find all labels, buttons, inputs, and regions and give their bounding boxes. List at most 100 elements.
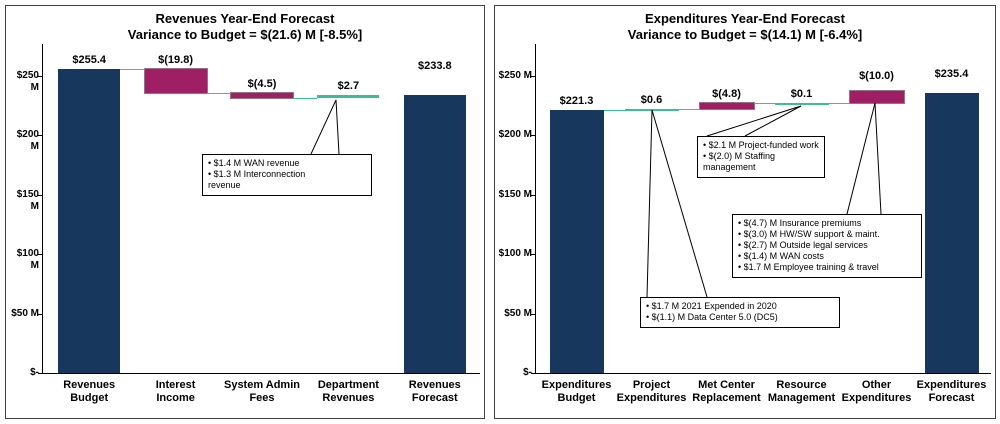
revenues-chart-subtitle: Variance to Budget = $(21.6) M [-8.5%] bbox=[127, 27, 363, 42]
callout-line: • $(1.1) M Data Center 5.0 (DC5) bbox=[646, 312, 778, 322]
bar-met-center-replacement bbox=[698, 102, 755, 110]
category-label: Interest bbox=[155, 379, 196, 391]
y-tick-mark bbox=[38, 313, 42, 315]
bar-revenues-forecast bbox=[403, 94, 466, 373]
callout-line: • $(1.4) M WAN costs bbox=[738, 251, 824, 261]
callout-line: • $1.7 M Employee training & travel bbox=[738, 262, 879, 272]
bar-value-label: $221.3 bbox=[559, 94, 594, 107]
y-tick-mark bbox=[38, 135, 42, 136]
category-label: System Admin bbox=[223, 379, 300, 391]
waterfall-connector bbox=[828, 103, 850, 105]
bar-project-expenditures bbox=[624, 108, 679, 111]
category-label: Forecast bbox=[928, 392, 975, 404]
y-tick-label: $- bbox=[30, 367, 39, 378]
y-tick-mark bbox=[531, 75, 535, 77]
y-tick-mark bbox=[38, 373, 42, 374]
category-label: Budget bbox=[557, 392, 596, 404]
category-label: Revenues bbox=[63, 379, 116, 391]
revenues-chart-title: Revenues Year-End Forecast bbox=[155, 11, 335, 26]
x-axis-line bbox=[42, 373, 480, 374]
category-label: Forecast bbox=[411, 392, 458, 404]
y-axis-line bbox=[42, 44, 43, 373]
y-tick-label: $250 M bbox=[16, 69, 39, 93]
y-tick-mark bbox=[38, 194, 42, 196]
y-tick-mark bbox=[531, 254, 535, 255]
bar-value-label: $2.7 bbox=[337, 79, 360, 92]
bar-resource-management bbox=[774, 103, 829, 106]
category-label: Other bbox=[861, 379, 892, 391]
y-axis-line bbox=[535, 44, 536, 373]
y-tick-mark bbox=[38, 254, 42, 255]
callout-project-expenditures-detail: • $1.7 M 2021 Expended in 2020 • $(1.1) M… bbox=[640, 297, 840, 328]
bar-value-label: $(10.0) bbox=[859, 70, 894, 83]
waterfall-connector bbox=[293, 97, 318, 99]
category-label: Department bbox=[317, 379, 379, 391]
waterfall-connector bbox=[753, 103, 775, 105]
callout-line: • $1.7 M 2021 Expended in 2020 bbox=[646, 301, 777, 311]
category-label: Income bbox=[156, 392, 195, 404]
y-tick-label: $- bbox=[523, 367, 532, 378]
category-label: Expenditures bbox=[916, 379, 987, 391]
x-axis-line bbox=[535, 373, 991, 374]
bar-department-revenues bbox=[317, 94, 380, 98]
expenditures-forecast-panel: Expenditures Year-End Forecast Variance … bbox=[494, 5, 996, 419]
y-tick-label: $50 M bbox=[11, 307, 39, 319]
y-tick-label: $100 M bbox=[16, 248, 39, 271]
bar-value-label: $255.4 bbox=[72, 54, 107, 67]
y-tick-label: $200 M bbox=[498, 129, 532, 140]
y-tick-mark bbox=[531, 194, 535, 196]
waterfall-connector bbox=[206, 92, 231, 94]
y-tick-label: $100 M bbox=[498, 248, 532, 259]
callout-line: revenue bbox=[208, 180, 241, 190]
callout-line: management bbox=[703, 162, 756, 172]
y-tick-mark bbox=[531, 135, 535, 136]
waterfall-connector bbox=[603, 109, 625, 111]
category-label: Replacement bbox=[692, 392, 761, 404]
category-label: Expenditures bbox=[616, 392, 687, 404]
category-label: Fees bbox=[249, 392, 275, 404]
callout-line: • $(4.7) M Insurance premiums bbox=[738, 218, 862, 228]
bar-value-label: $(4.8) bbox=[712, 88, 741, 101]
bar-revenues-budget bbox=[58, 69, 121, 373]
y-tick-mark bbox=[531, 373, 535, 374]
y-tick-mark bbox=[531, 313, 535, 315]
y-tick-label: $50 M bbox=[504, 307, 532, 319]
category-label: Met Center bbox=[698, 379, 755, 391]
bar-value-label: $0.6 bbox=[640, 93, 663, 106]
callout-other-expenditures-detail: • $(4.7) M Insurance premiums • $(3.0) M … bbox=[732, 214, 922, 278]
expenditures-chart-subtitle: Variance to Budget = $(14.1) M [-6.4%] bbox=[627, 27, 863, 42]
category-label: Expenditures bbox=[541, 379, 612, 391]
bar-value-label: $235.4 bbox=[934, 67, 969, 80]
category-label: Budget bbox=[70, 392, 109, 404]
bar-expenditures-forecast bbox=[924, 92, 979, 373]
waterfall-connector bbox=[678, 108, 700, 110]
bar-interest-income bbox=[143, 68, 208, 94]
bar-value-label: $0.1 bbox=[790, 88, 813, 101]
bar-value-label: $233.8 bbox=[417, 59, 452, 72]
expenditures-waterfall-chart: $250 M $200 M $150 M $100 M $50 M $- $221.3 Exp… bbox=[495, 6, 995, 418]
callout-line: • $1.3 M Interconnection bbox=[208, 169, 306, 179]
y-tick-label: $250 M bbox=[498, 69, 532, 81]
callout-resource-management-detail: • $2.1 M Project-funded work • $(2.0) M S… bbox=[697, 136, 825, 178]
revenues-waterfall-chart: $250 M $200 M $150 M $100 M $50 M $- $255.4 Rev… bbox=[6, 6, 484, 418]
category-label: Management bbox=[767, 392, 836, 404]
category-label: Expenditures bbox=[841, 392, 912, 404]
category-label: Revenues bbox=[408, 379, 461, 391]
y-tick-label: $150 M bbox=[498, 188, 532, 200]
category-label: Revenues bbox=[322, 392, 375, 404]
waterfall-connector bbox=[120, 69, 145, 71]
bar-other-expenditures bbox=[848, 90, 905, 105]
callout-line: • $1.4 M WAN revenue bbox=[208, 158, 300, 168]
callout-line: • $2.1 M Project-funded work bbox=[703, 140, 819, 150]
callout-line: • $(3.0) M HW/SW support & maint. bbox=[738, 229, 880, 239]
revenues-forecast-panel: Revenues Year-End Forecast Variance to B… bbox=[5, 5, 485, 419]
callout-line: • $(2.7) M Outside legal services bbox=[738, 240, 868, 250]
bar-value-label: $(4.5) bbox=[247, 77, 277, 90]
y-tick-mark bbox=[38, 75, 42, 77]
callout-department-revenues-detail: • $1.4 M WAN revenue • $1.3 M Interconnec… bbox=[202, 154, 372, 196]
callout-line: • $(2.0) M Staffing bbox=[703, 151, 776, 161]
y-tick-label: $200 M bbox=[16, 129, 39, 152]
bar-system-admin-fees bbox=[230, 91, 294, 100]
bar-value-label: $(19.8) bbox=[158, 54, 194, 67]
